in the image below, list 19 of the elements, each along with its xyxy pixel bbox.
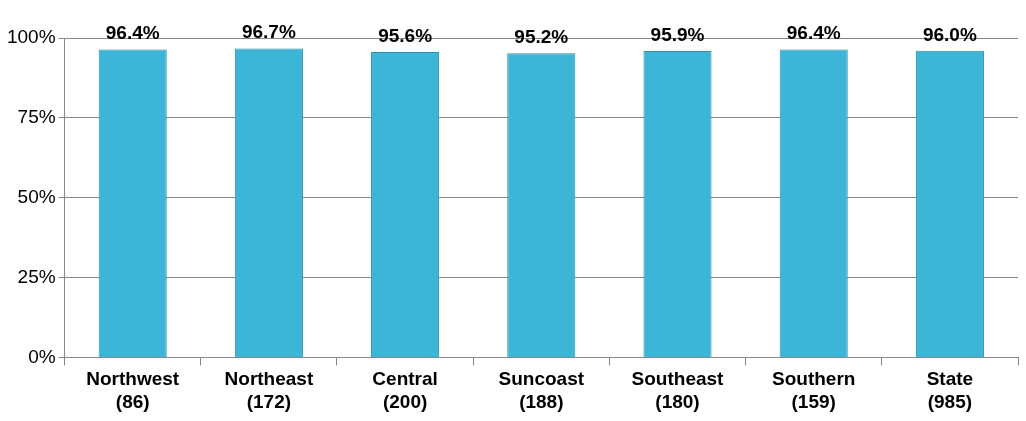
x-tick-label: State (985) bbox=[926, 368, 974, 412]
y-tick-label: 50% bbox=[17, 185, 56, 207]
y-tick-label: 75% bbox=[17, 106, 56, 128]
data-label: 96.4% bbox=[105, 22, 160, 44]
data-label: 96.7% bbox=[241, 21, 296, 43]
y-tick-label: 25% bbox=[17, 265, 56, 287]
x-tick-label: Central (200) bbox=[372, 368, 438, 412]
x-tick-label: Southeast (180) bbox=[631, 368, 725, 412]
x-tick-label: Northeast (172) bbox=[224, 368, 314, 412]
data-label: 95.6% bbox=[378, 24, 433, 46]
x-tick-label: Northwest (86) bbox=[86, 368, 180, 412]
y-tick-label: 100% bbox=[6, 26, 56, 48]
data-label: 96.0% bbox=[922, 23, 977, 45]
data-label: 96.4% bbox=[786, 22, 841, 44]
data-label: 95.2% bbox=[514, 26, 569, 48]
x-tick-label: Southern (159) bbox=[772, 368, 856, 412]
x-tick-label: Suncoast (188) bbox=[498, 368, 585, 412]
data-label: 95.9% bbox=[650, 23, 705, 45]
y-tick-label: 0% bbox=[28, 345, 56, 367]
